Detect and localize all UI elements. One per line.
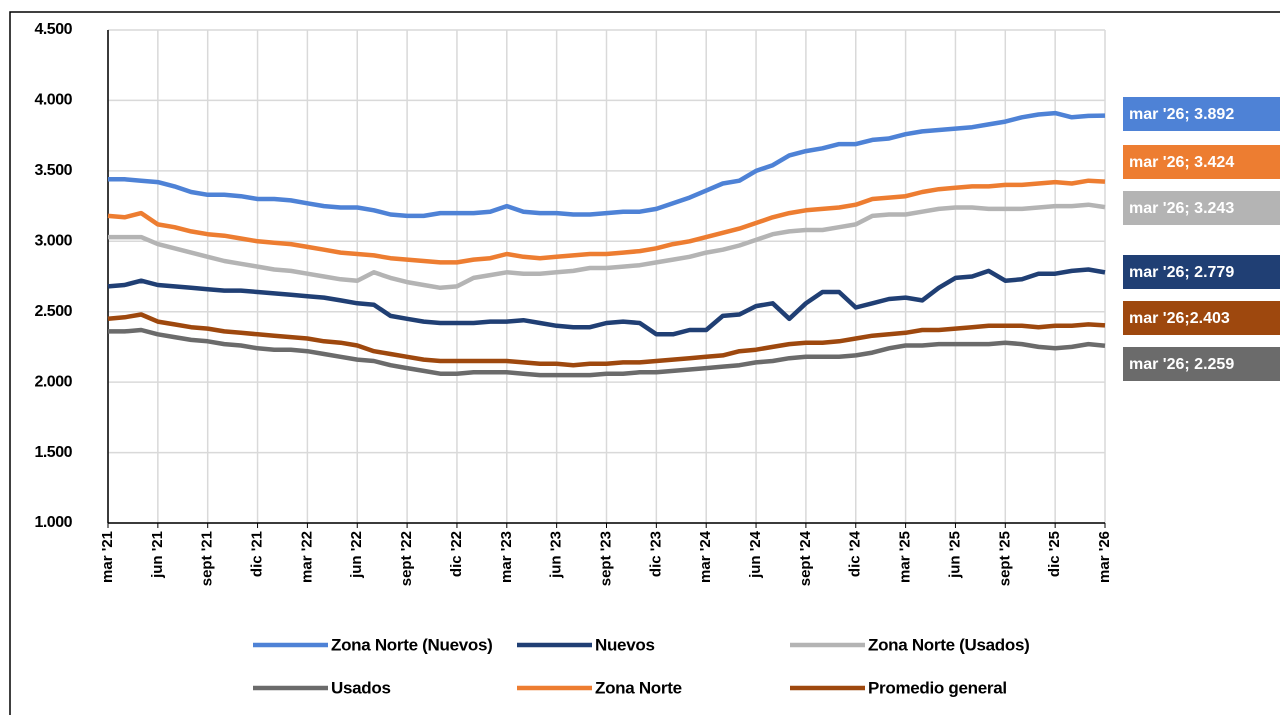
frame <box>9 11 1280 715</box>
y-tick-label: 1.500 <box>34 444 72 461</box>
series-line <box>107 178 1106 265</box>
end-label: mar '26;2.403 <box>1129 310 1230 327</box>
legend-label: Zona Norte (Usados) <box>868 635 1029 654</box>
x-tick-label: mar '26 <box>1096 531 1113 583</box>
x-tick-label: dic '22 <box>448 531 465 577</box>
x-tick-label: dic '25 <box>1046 531 1063 577</box>
series-line <box>108 110 1106 219</box>
x-tick-label: mar '22 <box>298 531 315 583</box>
x-tick-label: mar '21 <box>99 531 116 583</box>
legend-label: Nuevos <box>595 635 655 654</box>
x-tick-label: jun '24 <box>747 530 764 579</box>
y-tick-label: 1.000 <box>34 514 72 531</box>
x-tick-label: sept '25 <box>996 531 1013 586</box>
end-label: mar '26; 2.259 <box>1129 356 1234 373</box>
end-label: mar '26; 2.779 <box>1129 264 1234 281</box>
x-tick-label: dic '21 <box>249 531 266 577</box>
y-tick-label: 3.500 <box>34 162 72 179</box>
x-tick-label: sept '23 <box>597 531 614 586</box>
end-label-box <box>1123 191 1280 225</box>
x-tick-label: sept '24 <box>797 530 814 586</box>
x-tick-label: sept '21 <box>199 531 216 586</box>
end-label-box <box>1123 301 1280 335</box>
y-tick-label: 4.500 <box>34 21 72 38</box>
end-label-box <box>1123 145 1280 179</box>
series-line <box>107 312 1106 368</box>
y-tick-label: 3.000 <box>34 233 72 250</box>
end-label: mar '26; 3.424 <box>1129 154 1234 171</box>
y-tick-label: 2.000 <box>34 373 72 390</box>
x-tick-label: mar '24 <box>697 530 714 583</box>
x-tick-label: jun '21 <box>149 531 166 579</box>
legend-label: Zona Norte (Nuevos) <box>331 635 492 654</box>
y-tick-label: 2.500 <box>34 303 72 320</box>
end-label: mar '26; 3.892 <box>1129 106 1234 123</box>
legend-label: Zona Norte <box>595 678 682 697</box>
y-tick-label: 4.000 <box>34 92 72 109</box>
x-tick-label: mar '23 <box>498 531 515 583</box>
end-label-box <box>1123 255 1280 289</box>
end-label-box <box>1123 347 1280 381</box>
series-line <box>108 202 1106 291</box>
end-label-box <box>1123 97 1280 131</box>
x-tick-label: jun '22 <box>348 531 365 579</box>
x-tick-label: sept '22 <box>398 531 415 586</box>
legend-label: Promedio general <box>868 678 1007 697</box>
series-line <box>108 327 1106 378</box>
series-line <box>107 267 1106 337</box>
x-tick-label: dic '24 <box>847 530 864 577</box>
x-tick-label: dic '23 <box>647 531 664 577</box>
legend-label: Usados <box>331 678 391 697</box>
x-tick-label: jun '25 <box>946 531 963 579</box>
end-label: mar '26; 3.243 <box>1129 200 1234 217</box>
x-tick-label: mar '25 <box>897 531 914 583</box>
x-tick-label: jun '23 <box>548 531 565 579</box>
